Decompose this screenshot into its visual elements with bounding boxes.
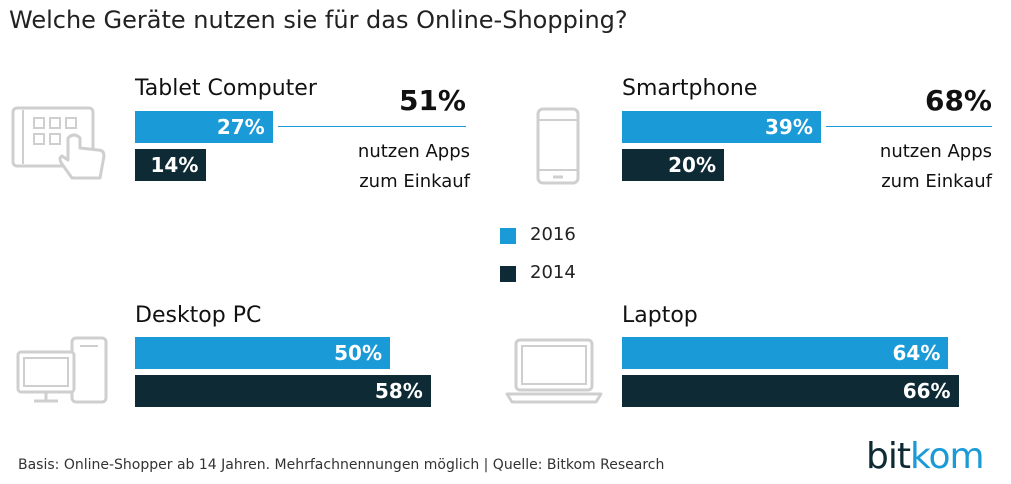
bar-label-2014-desktop: 58% bbox=[374, 379, 423, 403]
legend-swatch-2016 bbox=[500, 228, 516, 244]
bar-label-2016-tablet: 27% bbox=[216, 115, 265, 139]
bitkom-logo: bitkom bbox=[866, 436, 985, 477]
bar-label-2016-smartphone: 39% bbox=[765, 115, 813, 139]
bar-2014-laptop: 66% bbox=[622, 375, 959, 407]
category-label-desktop: Desktop PC bbox=[135, 303, 262, 328]
tablet-touch-icon bbox=[11, 106, 106, 180]
logo-part-bit: bit bbox=[866, 436, 911, 477]
bar-2014-desktop: 58% bbox=[135, 375, 431, 407]
legend-swatch-2014 bbox=[500, 266, 516, 282]
connector-line-smartphone bbox=[826, 126, 992, 127]
legend-label-2016: 2016 bbox=[530, 224, 576, 245]
bar-2016-laptop: 64% bbox=[622, 337, 949, 369]
logo-part-kom: kom bbox=[909, 436, 985, 477]
category-label-laptop: Laptop bbox=[622, 303, 698, 328]
category-label-smartphone: Smartphone bbox=[622, 76, 758, 101]
bar-label-2014-smartphone: 20% bbox=[668, 153, 716, 177]
legend-label-2014: 2014 bbox=[530, 262, 576, 283]
bar-label-2014-tablet: 14% bbox=[150, 153, 199, 177]
app-share-text-smartphone: nutzen Apps zum Einkauf bbox=[880, 137, 992, 197]
smartphone-icon bbox=[536, 107, 580, 185]
bar-2016-smartphone: 39% bbox=[622, 111, 821, 143]
bar-2014-tablet: 14% bbox=[135, 149, 207, 181]
connector-line-tablet bbox=[278, 126, 466, 127]
bar-label-2016-laptop: 64% bbox=[892, 341, 941, 365]
app-share-value-smartphone: 68% bbox=[924, 84, 992, 117]
bar-2016-desktop: 50% bbox=[135, 337, 390, 369]
bar-2014-smartphone: 20% bbox=[622, 149, 724, 181]
chart-title: Welche Geräte nutzen sie für das Online-… bbox=[9, 6, 628, 34]
app-share-line2-tablet: zum Einkauf bbox=[359, 171, 470, 192]
bar-label-2014-laptop: 66% bbox=[902, 379, 951, 403]
app-share-text-tablet: nutzen Apps zum Einkauf bbox=[358, 137, 470, 197]
source-footnote: Basis: Online-Shopper ab 14 Jahren. Mehr… bbox=[18, 457, 665, 473]
app-share-line1-smartphone: nutzen Apps bbox=[879, 141, 992, 162]
desktop-pc-icon bbox=[16, 336, 108, 404]
app-share-line1-tablet: nutzen Apps bbox=[357, 141, 470, 162]
bar-2016-tablet: 27% bbox=[135, 111, 273, 143]
laptop-icon bbox=[505, 338, 603, 404]
category-label-tablet: Tablet Computer bbox=[135, 76, 317, 101]
app-share-line2-smartphone: zum Einkauf bbox=[881, 171, 992, 192]
bar-label-2016-desktop: 50% bbox=[334, 341, 382, 365]
app-share-value-tablet: 51% bbox=[398, 84, 466, 117]
